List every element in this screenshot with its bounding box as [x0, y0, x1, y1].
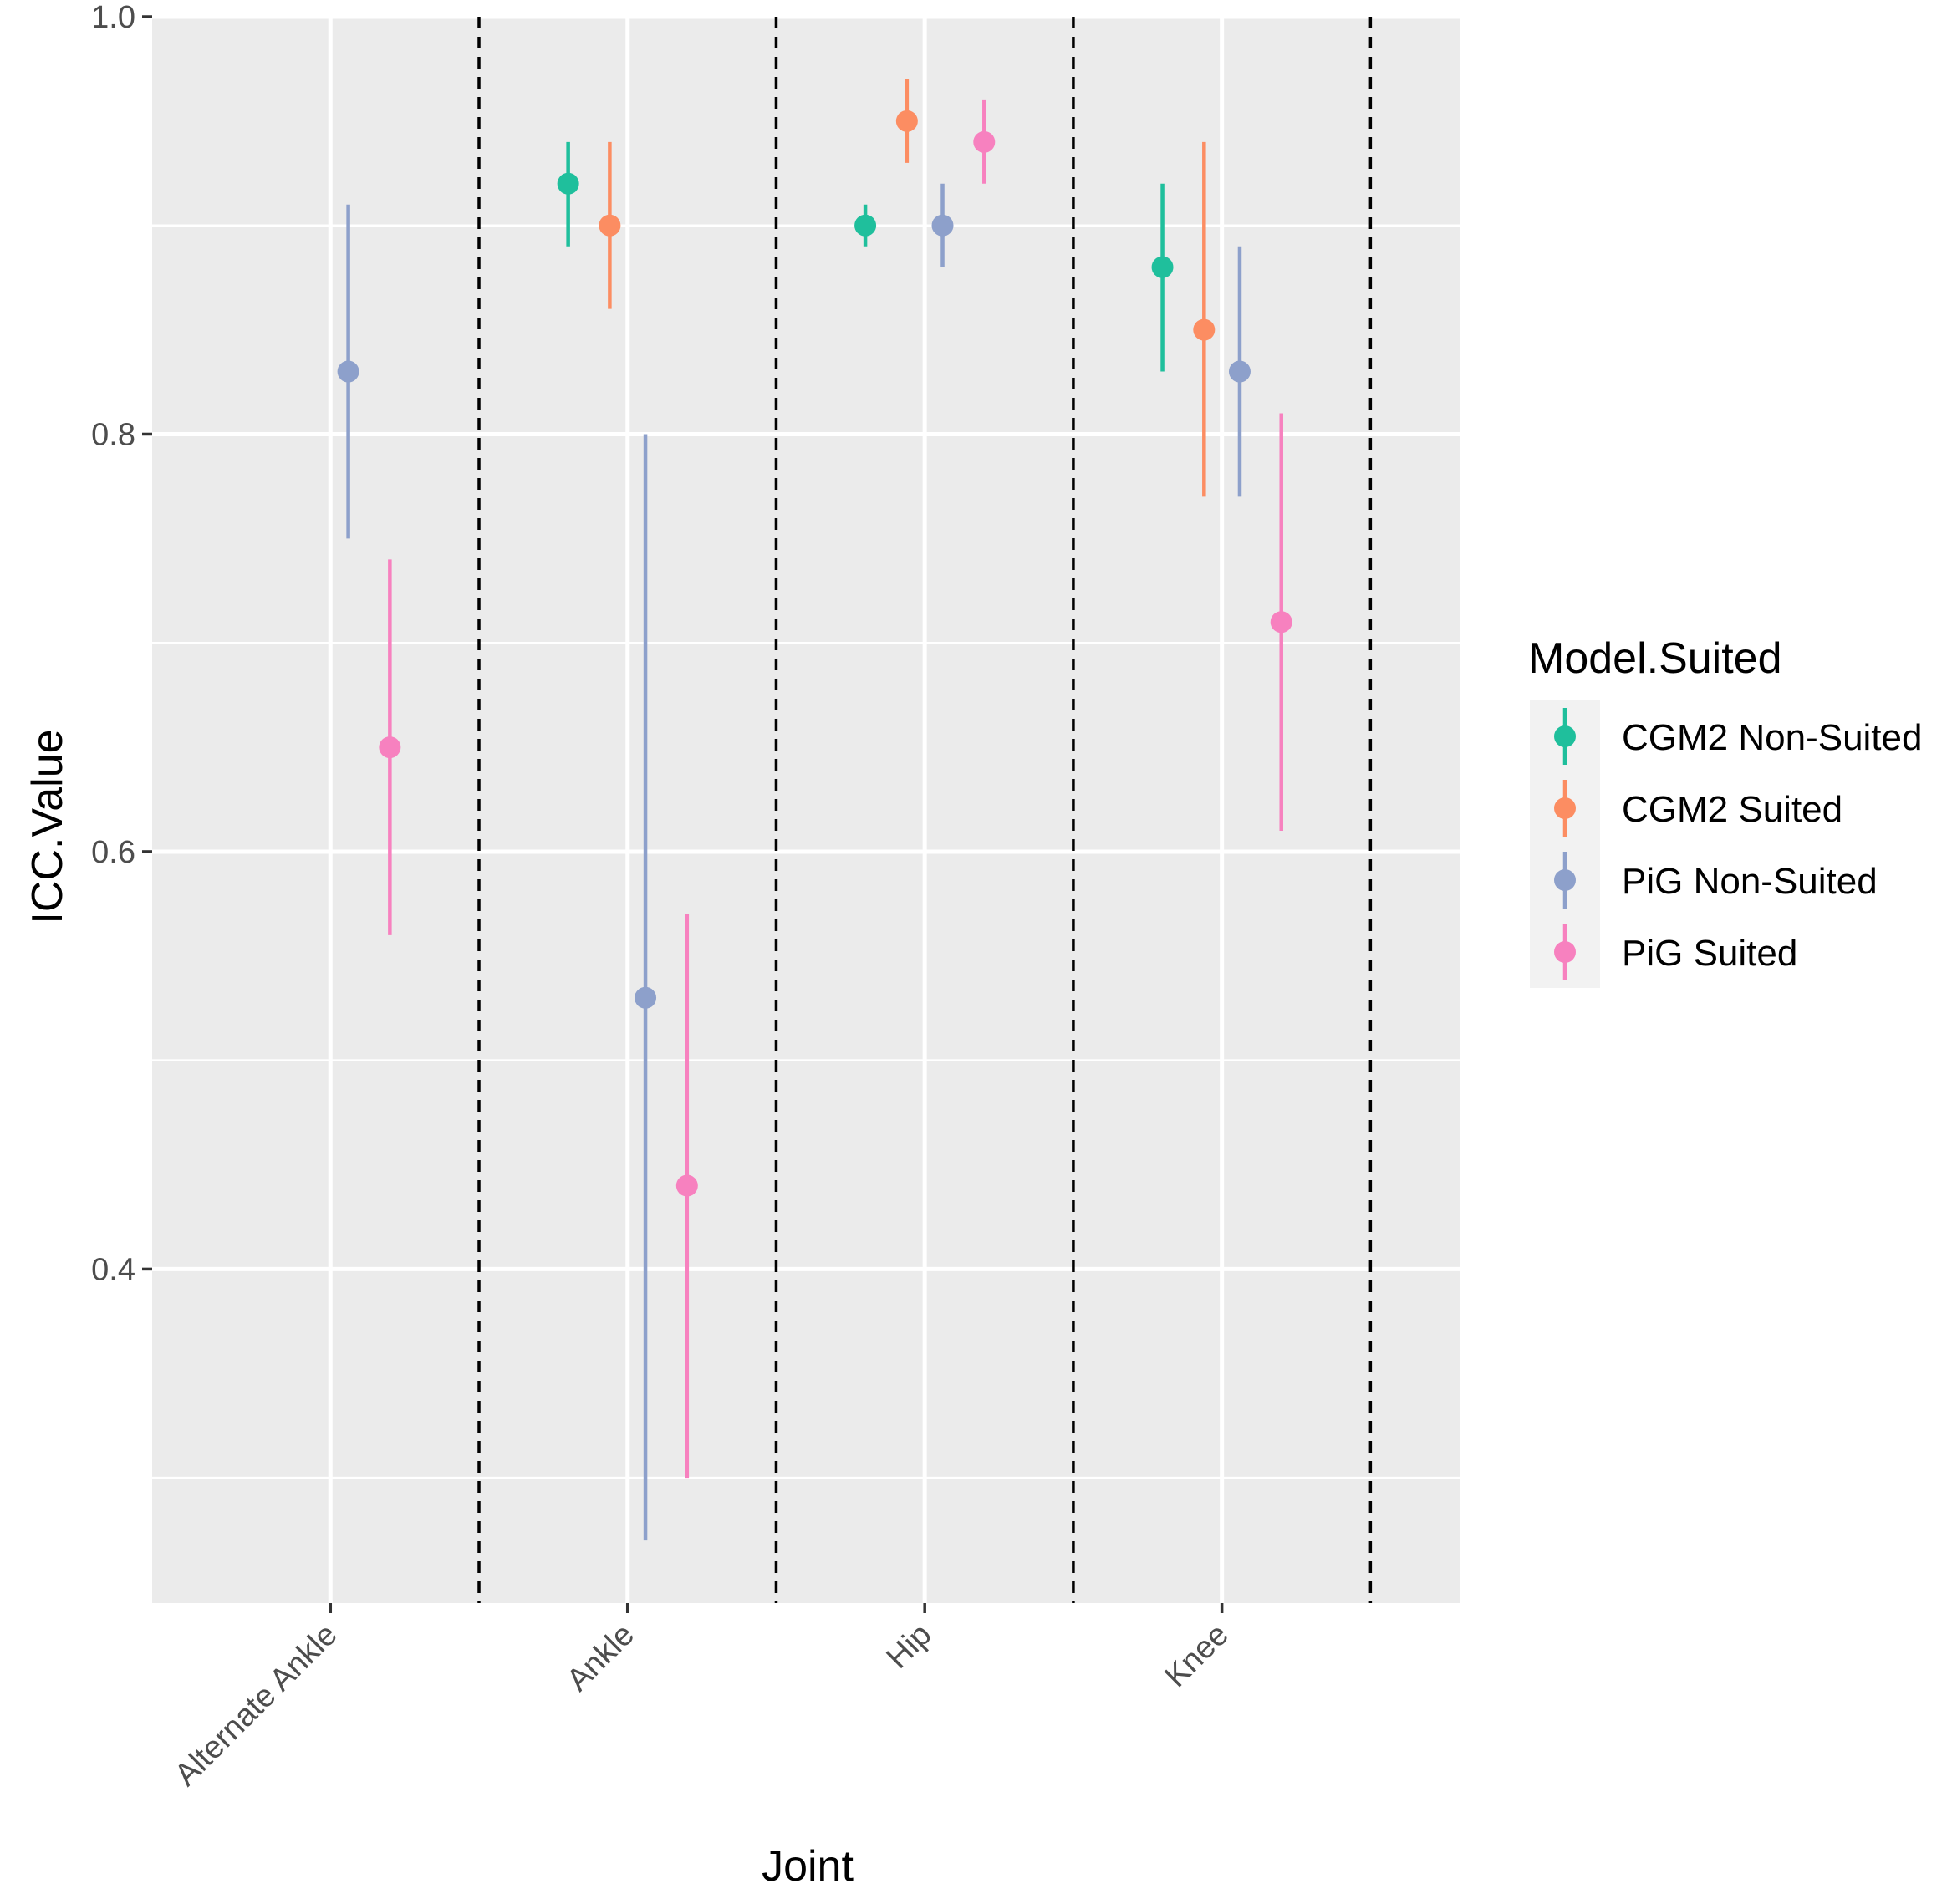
plot-panel	[152, 17, 1460, 1603]
legend-key-point	[1554, 941, 1576, 963]
legend-key-point	[1554, 725, 1576, 747]
data-point	[675, 1174, 698, 1197]
legend-label: CGM2 Suited	[1622, 789, 1842, 830]
data-point	[1270, 611, 1292, 634]
data-point	[895, 109, 918, 132]
series-pig-non-suited	[337, 183, 1251, 1541]
series-cgm2-suited	[599, 79, 1216, 497]
y-axis-title: ICC.Value	[23, 729, 72, 924]
legend-title: Model.Suited	[1528, 634, 1782, 683]
data-marks	[337, 79, 1292, 1541]
category-separators	[477, 17, 1373, 1603]
legend-label: PiG Non-Suited	[1622, 861, 1878, 902]
y-tick-label: 0.8	[91, 417, 135, 452]
series-cgm2-non-suited	[557, 141, 1174, 372]
y-tick-label: 1.0	[91, 0, 135, 35]
data-point	[931, 214, 954, 237]
legend-item: CGM2 Non-Suited	[1554, 708, 1922, 765]
legend-items: CGM2 Non-Suited CGM2 Suited PiG Non-Suited…	[1554, 708, 1922, 980]
legend-item: PiG Suited	[1554, 924, 1797, 980]
legend-label: PiG Suited	[1622, 933, 1797, 974]
data-point	[854, 214, 877, 237]
minor-gridlines	[152, 224, 1460, 1479]
data-point	[973, 130, 996, 153]
legend-label: CGM2 Non-Suited	[1622, 717, 1922, 758]
x-axis-title: Joint	[762, 1842, 854, 1891]
data-point	[1228, 360, 1251, 383]
data-point	[1151, 256, 1174, 278]
data-point	[1193, 318, 1216, 341]
data-point	[337, 360, 359, 383]
series-pig-suited	[379, 99, 1292, 1479]
legend-item: PiG Non-Suited	[1554, 852, 1878, 909]
y-axis: 0.4 0.6 0.8 1.0	[91, 0, 152, 1287]
major-gridlines	[152, 14, 1460, 1603]
legend-key-point	[1554, 797, 1576, 819]
legend-item: CGM2 Suited	[1554, 780, 1842, 837]
data-point	[635, 986, 657, 1009]
data-point	[379, 736, 401, 759]
legend-key-point	[1554, 869, 1576, 891]
y-tick-label: 0.4	[91, 1252, 135, 1287]
y-tick-label: 0.6	[91, 835, 135, 870]
data-point	[599, 214, 621, 237]
legend: Model.Suited CGM2 Non-Suited CGM2 Suited P…	[1528, 634, 1922, 988]
data-point	[557, 172, 579, 195]
